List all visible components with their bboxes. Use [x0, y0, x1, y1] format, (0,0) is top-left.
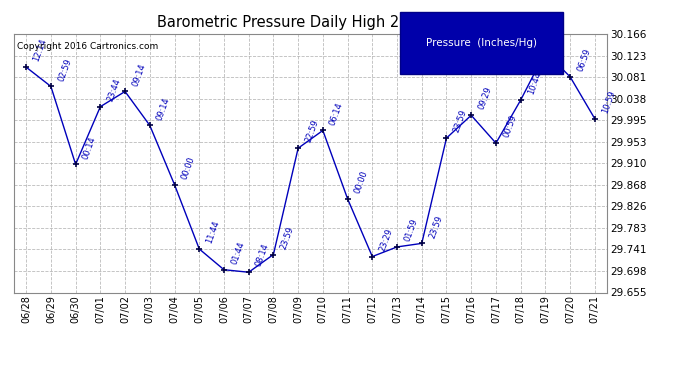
Text: 11:44: 11:44	[205, 219, 221, 245]
Text: 00:00: 00:00	[353, 169, 370, 195]
Text: 23:29: 23:29	[378, 227, 395, 252]
Text: 06:14: 06:14	[328, 101, 345, 126]
Text: 01:44: 01:44	[230, 240, 246, 266]
Text: 01:59: 01:59	[402, 217, 419, 243]
Text: 09:14: 09:14	[155, 96, 172, 121]
Text: 00:00: 00:00	[180, 155, 197, 180]
Text: 23:44: 23:44	[106, 77, 123, 102]
Text: 09:29: 09:29	[477, 86, 493, 111]
Text: 10:44: 10:44	[526, 70, 543, 96]
Text: 23:59: 23:59	[452, 108, 469, 134]
Text: 22:59: 22:59	[304, 118, 320, 144]
Text: 06:59: 06:59	[575, 47, 592, 73]
Title: Barometric Pressure Daily High 20160722: Barometric Pressure Daily High 20160722	[157, 15, 464, 30]
Text: 00:14: 00:14	[81, 135, 98, 160]
Text: 23:59: 23:59	[427, 214, 444, 239]
Text: 09:14: 09:14	[130, 62, 147, 87]
Text: 12:14: 12:14	[32, 38, 48, 63]
Text: 09:??: 09:??	[551, 24, 567, 48]
Text: 02:59: 02:59	[57, 57, 73, 82]
Text: 08:14: 08:14	[254, 243, 271, 268]
Text: 23:59: 23:59	[279, 225, 295, 251]
Text: 00:59: 00:59	[502, 114, 518, 139]
Text: Copyright 2016 Cartronics.com: Copyright 2016 Cartronics.com	[17, 42, 158, 51]
Text: Pressure  (Inches/Hg): Pressure (Inches/Hg)	[426, 38, 538, 48]
Text: 10:59: 10:59	[600, 89, 617, 115]
